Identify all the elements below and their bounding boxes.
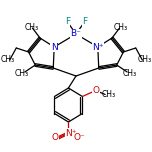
Text: CH₃: CH₃ — [24, 22, 38, 31]
Text: F: F — [65, 17, 70, 26]
Text: F: F — [82, 17, 87, 26]
Text: O: O — [92, 86, 99, 95]
Text: N⁺: N⁺ — [92, 43, 104, 52]
Text: O: O — [52, 133, 59, 143]
Text: CH₃: CH₃ — [1, 55, 15, 64]
Text: CH₃: CH₃ — [137, 55, 151, 64]
Text: CH₃: CH₃ — [102, 90, 116, 99]
Text: N: N — [51, 43, 58, 52]
Text: O⁻: O⁻ — [74, 133, 86, 143]
Text: CH₃: CH₃ — [114, 22, 128, 31]
Text: CH₃: CH₃ — [123, 69, 137, 78]
Text: N⁺: N⁺ — [66, 128, 77, 138]
Text: B⁻: B⁻ — [71, 29, 81, 38]
Text: CH₃: CH₃ — [15, 69, 29, 78]
